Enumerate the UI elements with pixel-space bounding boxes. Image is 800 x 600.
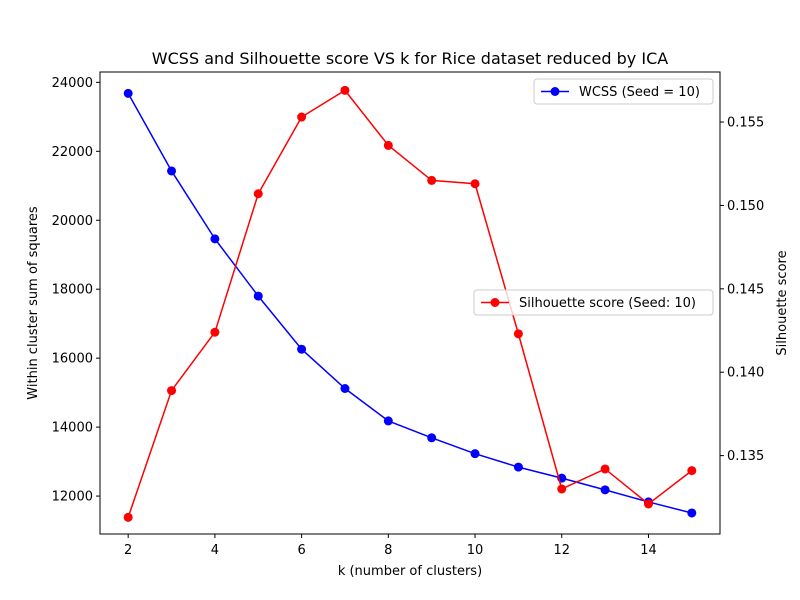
y-tick-label: 24000 [52, 76, 93, 91]
data-point-1 [297, 112, 307, 122]
y2-tick-label: 0.145 [727, 282, 764, 297]
x-tick-label: 6 [297, 543, 305, 558]
data-point-1 [383, 140, 393, 150]
data-point-1 [513, 329, 523, 339]
legend-silhouette-marker [490, 298, 500, 307]
data-point-1 [557, 484, 567, 494]
data-point-1 [470, 179, 480, 189]
x-tick-label: 10 [467, 543, 484, 558]
data-point-0 [253, 291, 263, 301]
chart-title: WCSS and Silhouette score VS k for Rice … [152, 49, 668, 68]
data-point-0 [210, 234, 220, 244]
data-point-0 [167, 166, 177, 176]
legend-silhouette: Silhouette score (Seed: 10) [473, 289, 714, 316]
y-axis-label: Within cluster sum of squares [26, 206, 41, 400]
data-point-1 [253, 189, 263, 199]
x-tick-label: 4 [211, 543, 219, 558]
data-point-0 [470, 449, 480, 459]
y-tick-label: 18000 [52, 283, 93, 298]
y2-tick-label: 0.155 [727, 116, 764, 131]
data-point-1 [643, 499, 653, 509]
x-tick-label: 12 [553, 543, 570, 558]
x-tick-label: 14 [640, 543, 657, 558]
y-axis-left: 12000 14000 16000 18000 20000 22000 24000 [52, 76, 100, 505]
data-point-1 [167, 386, 177, 396]
data-point-1 [210, 327, 220, 337]
y2-axis-label: Silhouette score [775, 250, 790, 355]
y-tick-label: 16000 [52, 352, 93, 367]
data-point-1 [427, 175, 437, 185]
series-layer [123, 85, 697, 522]
legend-silhouette-label: Silhouette score (Seed: 10) [519, 296, 696, 311]
x-tick-label: 2 [124, 543, 132, 558]
data-point-1 [600, 464, 610, 474]
y-tick-label: 14000 [52, 421, 93, 436]
x-axis-label: k (number of clusters) [338, 564, 482, 579]
y-tick-label: 20000 [52, 214, 93, 229]
legend-wcss-box [533, 78, 714, 105]
y-tick-label: 22000 [52, 145, 93, 160]
data-point-0 [427, 433, 437, 443]
series-line-0 [127, 93, 693, 514]
data-point-0 [340, 384, 350, 394]
series-line-1 [127, 89, 693, 518]
y-axis-right: 0.135 0.140 0.145 0.150 0.155 [720, 116, 764, 464]
legend-wcss: WCSS (Seed = 10) [533, 78, 714, 105]
legend-wcss-label: WCSS (Seed = 10) [579, 85, 700, 100]
data-point-1 [340, 85, 350, 95]
data-point-1 [123, 512, 133, 522]
legend-silhouette-box [473, 289, 714, 316]
data-point-0 [383, 416, 393, 426]
x-tick-label: 8 [384, 543, 392, 558]
y-tick-label: 12000 [52, 490, 93, 505]
data-point-0 [687, 508, 697, 518]
plot-frame [99, 71, 721, 535]
data-point-0 [600, 485, 610, 495]
data-point-1 [687, 466, 697, 476]
y2-tick-label: 0.150 [727, 199, 764, 214]
data-point-0 [297, 344, 307, 354]
x-axis: 2 4 6 8 10 12 14 [124, 534, 657, 558]
plot-area [99, 71, 721, 535]
y2-tick-label: 0.135 [727, 449, 764, 464]
data-point-0 [123, 88, 133, 98]
data-point-0 [513, 462, 523, 472]
y2-tick-label: 0.140 [727, 366, 764, 381]
legend-wcss-marker [550, 87, 560, 96]
